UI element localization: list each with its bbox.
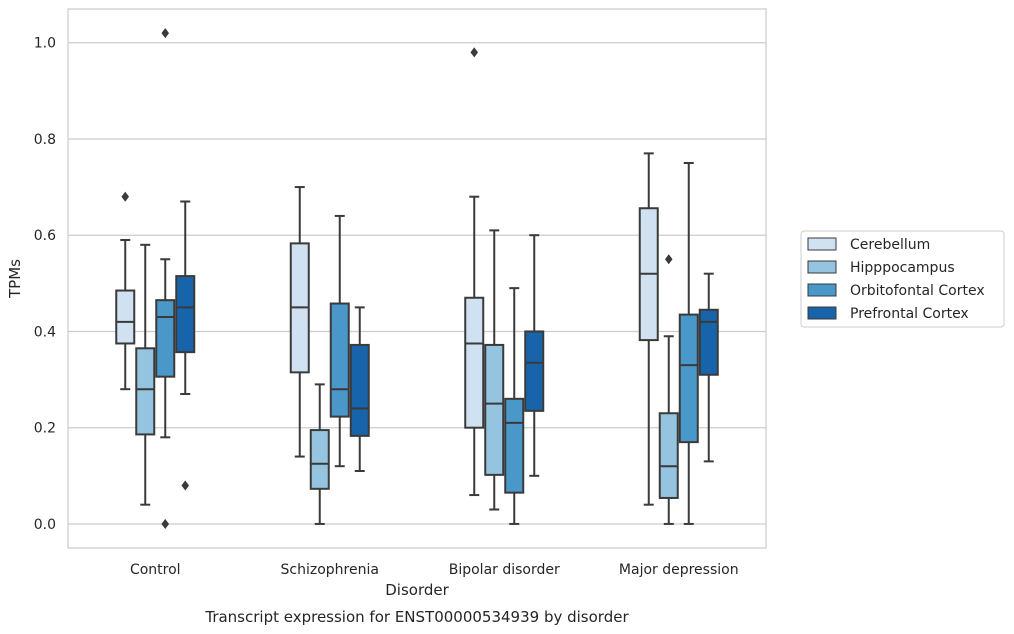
box-3-3 xyxy=(698,272,719,463)
box-0-0 xyxy=(115,191,136,391)
legend-swatch xyxy=(807,237,837,251)
x-tick-label: Schizophrenia xyxy=(281,562,379,578)
outlier-point xyxy=(121,191,130,202)
legend-frame xyxy=(800,230,1005,328)
box-0-3 xyxy=(175,200,196,491)
legend: Cerebellum Hipppocampus Orbitofontal Corte… xyxy=(800,230,1005,328)
outlier-point xyxy=(161,28,170,39)
plot-frame xyxy=(67,8,767,549)
box-iqr xyxy=(155,299,176,378)
y-tick-labels: 0.0 0.2 0.4 0.6 0.8 1.0 xyxy=(34,36,56,533)
box-3-1 xyxy=(658,254,679,525)
box-iqr xyxy=(698,308,719,376)
box-1-0 xyxy=(289,186,310,458)
x-axis-title: Disorder xyxy=(385,581,449,599)
outlier-point xyxy=(470,47,479,58)
box-1-2 xyxy=(329,214,350,468)
legend-label: Cerebellum xyxy=(850,237,930,253)
box-iqr xyxy=(329,302,350,418)
boxes xyxy=(115,28,719,529)
box-iqr xyxy=(309,429,330,490)
legend-label: Hipppocampus xyxy=(850,260,955,276)
legend-swatch xyxy=(807,306,837,320)
y-tick-label: 0.8 xyxy=(34,132,56,148)
legend-swatch xyxy=(807,283,837,297)
x-tick-label: Bipolar disorder xyxy=(449,562,560,578)
box-iqr xyxy=(464,296,485,429)
legend-label: Prefrontal Cortex xyxy=(850,306,969,322)
box-2-2 xyxy=(504,287,525,525)
outlier-point xyxy=(181,480,190,491)
box-0-2 xyxy=(155,28,176,529)
y-tick-label: 1.0 xyxy=(34,36,56,52)
box-3-0 xyxy=(638,152,659,506)
y-tick-label: 0.4 xyxy=(34,324,56,340)
box-iqr xyxy=(349,343,370,437)
box-iqr xyxy=(484,343,505,476)
box-iqr xyxy=(678,313,699,444)
box-iqr xyxy=(135,347,156,436)
box-2-3 xyxy=(524,234,545,477)
x-tick-label: Control xyxy=(130,562,181,578)
y-axis-title: TPMs xyxy=(6,259,24,299)
outlier-point xyxy=(161,518,170,529)
box-iqr xyxy=(115,289,136,345)
x-tick-label: Major depression xyxy=(619,562,739,578)
box-iqr xyxy=(524,330,545,412)
box-0-1 xyxy=(135,243,156,506)
y-tick-label: 0.6 xyxy=(34,228,56,244)
box-2-1 xyxy=(484,229,505,511)
box-2-0 xyxy=(464,47,485,497)
y-tick-label: 0.0 xyxy=(34,517,56,533)
box-3-2 xyxy=(678,162,699,525)
box-iqr xyxy=(658,412,679,499)
legend-swatch xyxy=(807,260,837,274)
box-iqr xyxy=(504,397,525,494)
box-iqr xyxy=(175,275,196,354)
y-tick-label: 0.2 xyxy=(34,421,56,437)
legend-label: Orbitofontal Cortex xyxy=(850,283,985,299)
chart-title: Transcript expression for ENST0000053493… xyxy=(204,608,629,626)
box-1-1 xyxy=(309,383,330,525)
box-1-3 xyxy=(349,306,370,472)
outlier-point xyxy=(664,254,673,265)
legend-items: Cerebellum Hipppocampus Orbitofontal Corte… xyxy=(807,237,985,322)
x-tick-labels: Control Schizophrenia Bipolar disorder Majo… xyxy=(130,562,739,578)
